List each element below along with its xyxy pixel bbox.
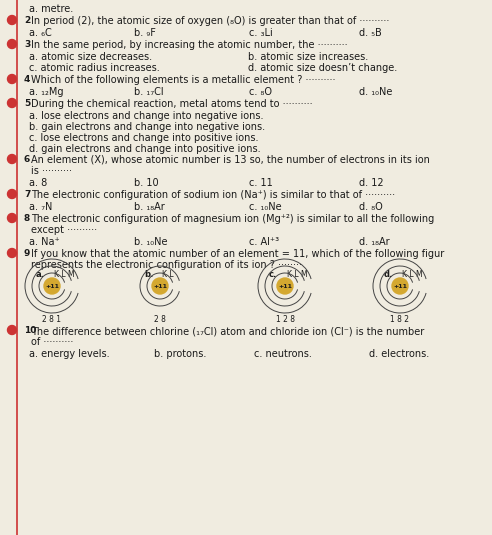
Circle shape	[7, 74, 17, 83]
Text: b. atomic size increases.: b. atomic size increases.	[248, 52, 368, 62]
Text: d. ₁₈Ar: d. ₁₈Ar	[359, 237, 390, 247]
Text: c.: c.	[269, 270, 277, 279]
Text: +11: +11	[153, 284, 167, 288]
Text: c. 11: c. 11	[249, 178, 273, 188]
Text: c. ₃Li: c. ₃Li	[249, 28, 273, 38]
Text: of ··········: of ··········	[31, 337, 73, 347]
Text: d. gain electrons and change into positive ions.: d. gain electrons and change into positi…	[29, 144, 261, 154]
Text: 1 8 2: 1 8 2	[391, 315, 409, 324]
Text: a.: a.	[36, 270, 45, 279]
Circle shape	[7, 248, 17, 257]
Text: a. ₆C: a. ₆C	[29, 28, 52, 38]
Text: is ··········: is ··········	[31, 166, 72, 176]
Circle shape	[392, 278, 408, 294]
Text: 2 8 1: 2 8 1	[42, 315, 62, 324]
Text: The difference between chlorine (₁₇Cl) atom and chloride ion (Cl⁻) is the number: The difference between chlorine (₁₇Cl) a…	[31, 326, 424, 336]
Text: +11: +11	[45, 284, 59, 288]
Text: 1 2 8: 1 2 8	[276, 315, 295, 324]
Text: except ··········: except ··········	[31, 225, 97, 235]
Text: b. ₁₀Ne: b. ₁₀Ne	[134, 237, 167, 247]
Text: c. Al⁺³: c. Al⁺³	[249, 237, 279, 247]
Text: Which of the following elements is a metallic element ? ··········: Which of the following elements is a met…	[31, 75, 336, 85]
Text: b. gain electrons and change into negative ions.: b. gain electrons and change into negati…	[29, 122, 265, 132]
Text: 3: 3	[24, 40, 30, 49]
Text: d. ₅B: d. ₅B	[359, 28, 382, 38]
Text: a. 8: a. 8	[29, 178, 47, 188]
Text: The electronic configuration of magnesium ion (Mg⁺²) is similar to all the follo: The electronic configuration of magnesiu…	[31, 214, 434, 224]
Text: K L M: K L M	[287, 270, 308, 279]
Text: In the same period, by increasing the atomic number, the ··········: In the same period, by increasing the at…	[31, 40, 348, 50]
Text: d. ₈O: d. ₈O	[359, 202, 383, 212]
Text: d. 12: d. 12	[359, 178, 384, 188]
Text: a. atomic size decreases.: a. atomic size decreases.	[29, 52, 152, 62]
Circle shape	[7, 155, 17, 164]
Text: b. ₁₇Cl: b. ₁₇Cl	[134, 87, 164, 97]
Text: represents the electronic configuration of its ion ? ········: represents the electronic configuration …	[31, 260, 302, 270]
Text: 6: 6	[24, 155, 30, 164]
Text: 10: 10	[24, 326, 36, 335]
Circle shape	[152, 278, 168, 294]
Text: K L: K L	[162, 270, 174, 279]
Text: 5: 5	[24, 99, 30, 108]
Text: c. lose electrons and change into positive ions.: c. lose electrons and change into positi…	[29, 133, 258, 143]
Text: a. energy levels.: a. energy levels.	[29, 349, 110, 359]
Text: c. neutrons.: c. neutrons.	[254, 349, 312, 359]
Text: a. metre.: a. metre.	[29, 4, 73, 14]
Text: 2: 2	[24, 16, 30, 25]
Text: a. ₇N: a. ₇N	[29, 202, 52, 212]
Circle shape	[7, 213, 17, 223]
Circle shape	[7, 16, 17, 25]
Text: b. ₁₈Ar: b. ₁₈Ar	[134, 202, 165, 212]
Text: c. ₈O: c. ₈O	[249, 87, 272, 97]
Text: d. ₁₀Ne: d. ₁₀Ne	[359, 87, 393, 97]
Text: 2 8: 2 8	[154, 315, 166, 324]
Text: +11: +11	[393, 284, 407, 288]
Text: d.: d.	[384, 270, 393, 279]
Text: +11: +11	[278, 284, 292, 288]
Text: If you know that the atomic number of an element = 11, which of the following fi: If you know that the atomic number of an…	[31, 249, 444, 259]
Circle shape	[7, 189, 17, 198]
Text: d. atomic size doesn’t change.: d. atomic size doesn’t change.	[248, 63, 397, 73]
Text: b. 10: b. 10	[134, 178, 158, 188]
Text: c. atomic radius increases.: c. atomic radius increases.	[29, 63, 160, 73]
Text: a. lose electrons and change into negative ions.: a. lose electrons and change into negati…	[29, 111, 264, 121]
Circle shape	[7, 40, 17, 49]
Text: d. electrons.: d. electrons.	[369, 349, 429, 359]
Text: a. ₁₂Mg: a. ₁₂Mg	[29, 87, 63, 97]
Text: 9: 9	[24, 249, 31, 258]
Text: a. Na⁺: a. Na⁺	[29, 237, 60, 247]
Text: b.: b.	[144, 270, 153, 279]
Text: 8: 8	[24, 214, 30, 223]
Text: K L M: K L M	[402, 270, 423, 279]
Text: An element (X), whose atomic number is 13 so, the number of electrons in its ion: An element (X), whose atomic number is 1…	[31, 155, 430, 165]
Text: 4: 4	[24, 75, 31, 84]
Text: In period (2), the atomic size of oxygen (₈O) is greater than that of ··········: In period (2), the atomic size of oxygen…	[31, 16, 389, 26]
Text: K L M: K L M	[54, 270, 75, 279]
Text: During the chemical reaction, metal atoms tend to ··········: During the chemical reaction, metal atom…	[31, 99, 312, 109]
Circle shape	[44, 278, 60, 294]
Text: The electronic configuration of sodium ion (Na⁺) is similar to that of ·········: The electronic configuration of sodium i…	[31, 190, 395, 200]
Text: b. protons.: b. protons.	[154, 349, 206, 359]
Text: 7: 7	[24, 190, 31, 199]
Text: c. ₁₀Ne: c. ₁₀Ne	[249, 202, 281, 212]
Circle shape	[277, 278, 293, 294]
Circle shape	[7, 98, 17, 108]
Text: b. ₉F: b. ₉F	[134, 28, 156, 38]
Circle shape	[7, 325, 17, 334]
